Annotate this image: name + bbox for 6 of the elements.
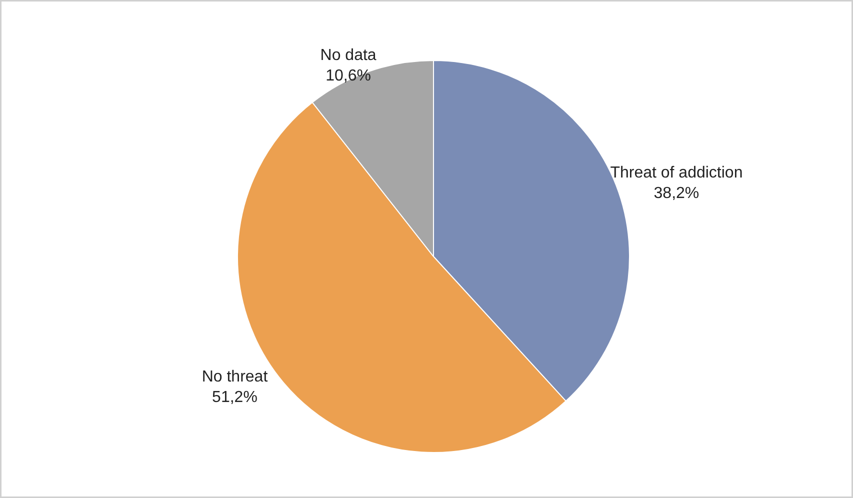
slice-label: No data	[320, 47, 376, 64]
slice-label: Threat of addiction	[610, 164, 743, 182]
data-label: 38,2%	[654, 185, 700, 202]
data-label: 51,2%	[212, 388, 258, 406]
data-label: 10,6%	[326, 67, 371, 84]
slice-label: No threat	[202, 368, 268, 386]
